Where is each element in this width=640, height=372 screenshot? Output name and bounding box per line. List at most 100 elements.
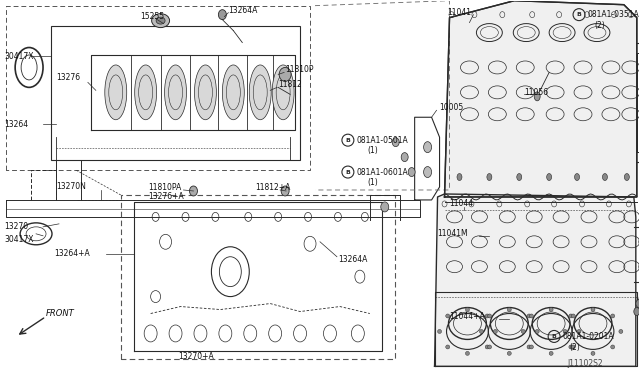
Text: 13270: 13270 xyxy=(4,222,28,231)
Ellipse shape xyxy=(569,345,573,349)
Text: 11041M: 11041M xyxy=(438,229,468,238)
Text: 15255: 15255 xyxy=(141,12,164,21)
Ellipse shape xyxy=(401,153,408,161)
Text: (2): (2) xyxy=(569,343,580,352)
Text: 30417X: 30417X xyxy=(4,235,34,244)
Text: FRONT: FRONT xyxy=(46,309,75,318)
Bar xyxy=(637,52,640,152)
Text: 13270N: 13270N xyxy=(56,183,86,192)
Ellipse shape xyxy=(445,345,450,349)
Text: B: B xyxy=(577,12,582,17)
Ellipse shape xyxy=(381,202,388,212)
Text: 11812+A: 11812+A xyxy=(255,183,291,192)
Ellipse shape xyxy=(625,174,629,180)
Ellipse shape xyxy=(549,308,553,311)
Text: 13264A: 13264A xyxy=(228,6,258,15)
Text: B: B xyxy=(346,138,350,143)
Ellipse shape xyxy=(222,65,244,120)
Text: 11810PA: 11810PA xyxy=(148,183,182,192)
Ellipse shape xyxy=(488,345,492,349)
Text: 081A1-0601A: 081A1-0601A xyxy=(357,167,408,177)
Ellipse shape xyxy=(577,330,581,333)
Ellipse shape xyxy=(611,345,614,349)
Ellipse shape xyxy=(611,314,614,318)
Ellipse shape xyxy=(445,314,450,318)
Text: (2): (2) xyxy=(594,21,605,30)
Ellipse shape xyxy=(639,263,640,271)
Ellipse shape xyxy=(479,330,483,333)
Ellipse shape xyxy=(218,10,227,20)
Ellipse shape xyxy=(156,17,165,24)
Polygon shape xyxy=(435,194,636,366)
Ellipse shape xyxy=(487,174,492,180)
Text: J11102S2: J11102S2 xyxy=(567,359,603,368)
Text: 13264+A: 13264+A xyxy=(54,249,90,258)
Ellipse shape xyxy=(105,65,127,120)
Text: 11812: 11812 xyxy=(278,80,302,89)
Text: B: B xyxy=(552,334,557,339)
Text: 11810P: 11810P xyxy=(285,65,314,74)
Text: 081A1-0351A: 081A1-0351A xyxy=(588,10,640,19)
Ellipse shape xyxy=(279,67,291,81)
Ellipse shape xyxy=(575,174,580,180)
Ellipse shape xyxy=(591,308,595,311)
Ellipse shape xyxy=(563,330,567,333)
Ellipse shape xyxy=(634,308,640,315)
Ellipse shape xyxy=(516,174,522,180)
Ellipse shape xyxy=(485,345,489,349)
Ellipse shape xyxy=(408,167,415,177)
Polygon shape xyxy=(445,1,637,197)
Ellipse shape xyxy=(272,65,294,120)
Ellipse shape xyxy=(488,314,492,318)
Text: 081A1-0501A: 081A1-0501A xyxy=(357,136,408,145)
Ellipse shape xyxy=(529,314,533,318)
Ellipse shape xyxy=(508,308,511,311)
Ellipse shape xyxy=(485,314,489,318)
Ellipse shape xyxy=(527,314,531,318)
Text: 081A1-0201A: 081A1-0201A xyxy=(562,332,614,341)
Text: 13264A: 13264A xyxy=(338,255,367,264)
Ellipse shape xyxy=(424,167,431,177)
Ellipse shape xyxy=(134,65,157,120)
Ellipse shape xyxy=(189,186,198,196)
Ellipse shape xyxy=(547,174,552,180)
Ellipse shape xyxy=(424,142,431,153)
Ellipse shape xyxy=(465,352,469,355)
Ellipse shape xyxy=(508,352,511,355)
Text: 13264: 13264 xyxy=(4,120,28,129)
Text: B: B xyxy=(346,170,350,174)
Ellipse shape xyxy=(569,314,573,318)
Ellipse shape xyxy=(493,330,497,333)
Text: 11056: 11056 xyxy=(524,88,548,97)
Ellipse shape xyxy=(639,238,640,246)
Ellipse shape xyxy=(636,299,640,308)
Ellipse shape xyxy=(249,65,271,120)
Text: 11044: 11044 xyxy=(449,199,474,208)
Text: 13270+A: 13270+A xyxy=(179,352,214,361)
Text: 11041: 11041 xyxy=(447,8,472,17)
Ellipse shape xyxy=(195,65,216,120)
Text: 30417X: 30417X xyxy=(4,52,34,61)
Ellipse shape xyxy=(534,92,540,101)
Ellipse shape xyxy=(619,330,623,333)
Ellipse shape xyxy=(527,345,531,349)
Text: 10005: 10005 xyxy=(440,103,464,112)
Ellipse shape xyxy=(521,330,525,333)
Text: (1): (1) xyxy=(368,145,379,155)
Bar xyxy=(51,26,300,160)
Ellipse shape xyxy=(572,314,575,318)
Ellipse shape xyxy=(535,330,539,333)
Ellipse shape xyxy=(152,14,170,28)
Ellipse shape xyxy=(457,174,462,180)
Ellipse shape xyxy=(465,308,469,311)
Ellipse shape xyxy=(549,352,553,355)
Ellipse shape xyxy=(281,186,289,196)
Ellipse shape xyxy=(572,345,575,349)
Ellipse shape xyxy=(438,330,442,333)
Text: (1): (1) xyxy=(368,177,379,186)
Ellipse shape xyxy=(602,174,607,180)
Text: 13276: 13276 xyxy=(56,73,80,82)
Ellipse shape xyxy=(529,345,533,349)
Text: 11044+A: 11044+A xyxy=(449,312,485,321)
Ellipse shape xyxy=(164,65,186,120)
